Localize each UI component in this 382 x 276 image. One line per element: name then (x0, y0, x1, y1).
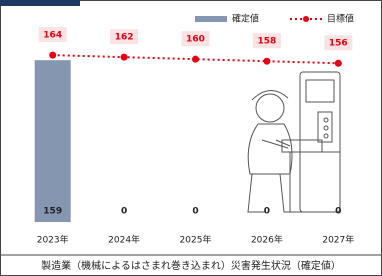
header-strip (0, 0, 80, 6)
line-value-label: 156 (329, 39, 348, 49)
x-tick-label: 2026年 (251, 234, 283, 246)
legend-swatch (195, 16, 227, 22)
line-marker (121, 54, 128, 61)
bar-value-label: 0 (192, 207, 198, 217)
legend-marker (303, 16, 309, 22)
legend-label: 確定値 (232, 13, 259, 25)
bar-value-label: 159 (43, 207, 62, 217)
x-tick-label: 2027年 (322, 234, 354, 246)
legend-label: 目標値 (327, 13, 354, 25)
line-marker (49, 52, 56, 59)
bar-value-label: 0 (264, 207, 270, 217)
bar (35, 60, 71, 222)
caption: 製造業（機械によるはさまれ巻き込まれ）災害発生状況（確定値） (41, 259, 341, 272)
line-marker (335, 60, 342, 67)
line-value-label: 164 (43, 31, 62, 41)
x-tick-label: 2024年 (108, 234, 140, 246)
chart: 製造業（機械によるはさまれ巻き込まれ）災害発生状況（確定値） 2023年 2024… (0, 0, 382, 276)
bar-value-label: 0 (335, 207, 341, 217)
line-value-label: 162 (115, 33, 134, 43)
x-tick-label: 2025年 (180, 234, 212, 246)
line-marker (192, 56, 199, 63)
line-marker (263, 58, 270, 65)
line-value-label: 160 (186, 35, 205, 45)
x-tick-label: 2023年 (37, 234, 69, 246)
bar-value-label: 0 (121, 207, 127, 217)
line-value-label: 158 (258, 37, 277, 47)
